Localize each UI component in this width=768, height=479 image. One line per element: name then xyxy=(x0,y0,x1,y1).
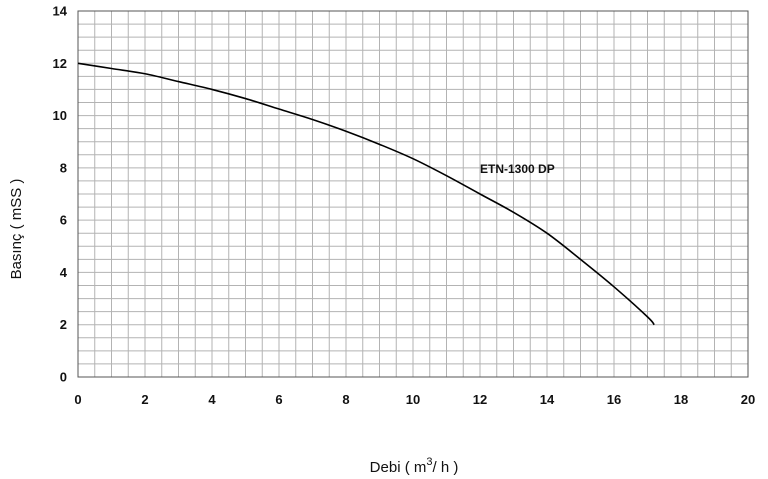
x-tick-label: 16 xyxy=(607,392,621,407)
y-tick-label: 10 xyxy=(53,108,67,123)
x-axis-title-suffix: / h ) xyxy=(432,459,458,476)
x-tick-label: 6 xyxy=(275,392,282,407)
x-tick-label: 10 xyxy=(406,392,420,407)
x-tick-label: 12 xyxy=(473,392,487,407)
y-axis-title: Basınç ( mSS ) xyxy=(8,179,25,280)
y-tick-label: 14 xyxy=(53,4,68,19)
x-tick-label: 14 xyxy=(540,392,555,407)
x-tick-label: 8 xyxy=(342,392,349,407)
x-axis-ticks: 0 2 4 6 8 10 12 14 16 18 20 xyxy=(74,392,755,407)
x-tick-label: 0 xyxy=(74,392,81,407)
grid xyxy=(77,10,749,378)
x-axis-title-superscript: 3 xyxy=(426,456,432,468)
x-tick-label: 4 xyxy=(208,392,216,407)
x-tick-label: 18 xyxy=(674,392,688,407)
y-tick-label: 6 xyxy=(60,213,67,228)
series xyxy=(77,62,655,326)
y-tick-label: 8 xyxy=(60,160,67,175)
series-line-etn-1300-dp xyxy=(77,62,655,326)
plot-frame xyxy=(77,10,749,378)
y-axis-ticks: 0 2 4 6 8 10 12 14 xyxy=(53,4,68,385)
x-axis-title-main: Debi ( m xyxy=(370,459,427,476)
x-tick-label: 2 xyxy=(141,392,148,407)
x-tick-label: 20 xyxy=(741,392,755,407)
y-tick-label: 12 xyxy=(53,56,67,71)
y-tick-label: 4 xyxy=(60,265,68,280)
y-tick-label: 0 xyxy=(60,370,67,385)
annotations: ETN-1300 DP xyxy=(480,162,555,176)
y-tick-label: 2 xyxy=(60,317,67,332)
series-label: ETN-1300 DP xyxy=(480,162,555,176)
x-axis-title: Debi ( m3/ h ) xyxy=(370,456,459,476)
